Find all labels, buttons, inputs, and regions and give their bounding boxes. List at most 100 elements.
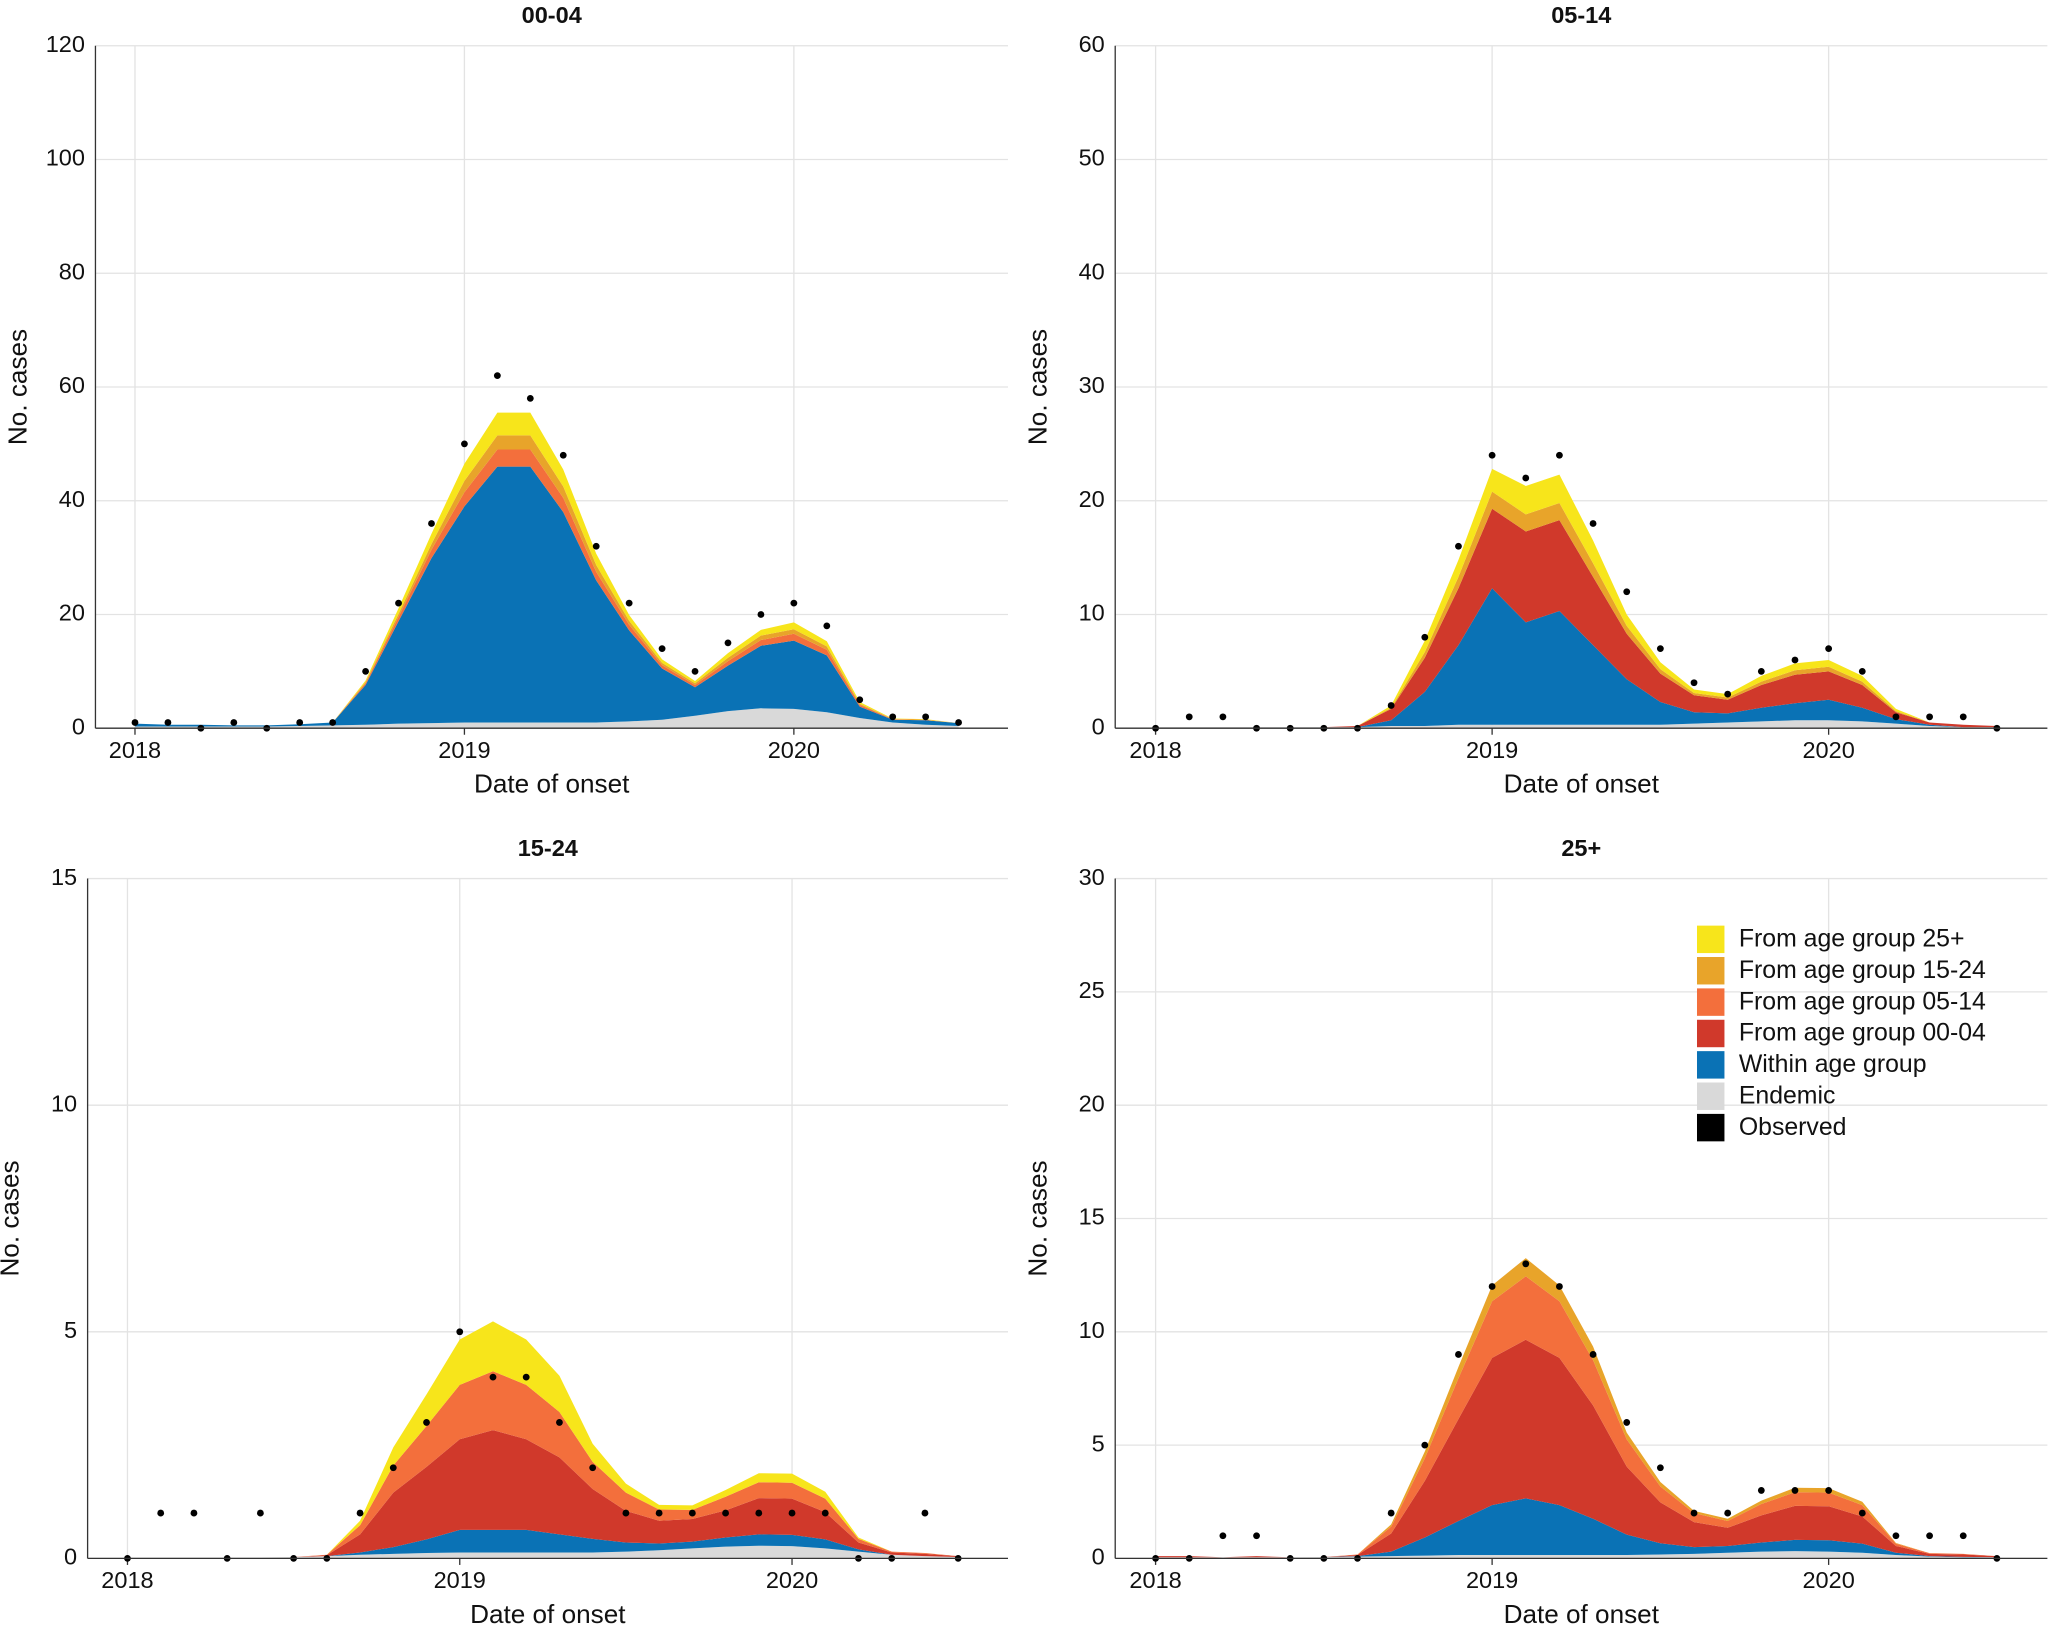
observed-point [1724, 690, 1732, 698]
observed-point [461, 440, 468, 448]
y-tick-label: 25 [1079, 977, 1105, 1003]
x-tick-label: 2019 [1466, 737, 1518, 763]
legend-swatch [1696, 1051, 1725, 1079]
observed-point [1522, 474, 1530, 482]
observed-point [362, 667, 369, 675]
x-tick-label: 2019 [1466, 1567, 1518, 1593]
x-tick-label: 2020 [1802, 737, 1854, 763]
observed-point [1623, 1419, 1631, 1426]
legend-swatch [1696, 1082, 1725, 1110]
legend-label: From age group 15-24 [1739, 957, 1986, 984]
observed-point [559, 451, 567, 459]
y-axis-label: No. cases [0, 1160, 25, 1276]
observed-point [329, 719, 337, 726]
observed-point [790, 599, 798, 607]
observed-point [296, 719, 304, 726]
observed-point [164, 719, 172, 726]
x-tick-label: 2018 [109, 737, 161, 763]
observed-point [1858, 1509, 1866, 1517]
observed-point [1387, 702, 1395, 709]
x-axis-label: Date of onset [1504, 769, 1660, 799]
observed-point [1556, 1283, 1563, 1290]
observed-point [157, 1509, 165, 1517]
observed-point [823, 622, 831, 630]
y-tick-label: 10 [1079, 1317, 1105, 1343]
stacked-area [127, 1430, 959, 1558]
observed-point [821, 1509, 829, 1517]
y-tick-label: 50 [1079, 145, 1105, 171]
observed-point [922, 713, 930, 721]
y-axis-label: No. cases [1022, 1160, 1052, 1276]
observed-point [757, 611, 765, 618]
observed-point [1219, 713, 1227, 721]
observed-point [493, 372, 501, 380]
observed-point [1926, 713, 1933, 721]
observed-point [1387, 1509, 1395, 1517]
x-axis-label: Date of onset [474, 769, 630, 799]
stacked-area [1155, 1551, 1997, 1559]
x-tick-label: 2019 [434, 1567, 486, 1593]
legend-swatch [1696, 925, 1725, 954]
panel-title: 25+ [1561, 835, 1601, 861]
legend-swatch [1696, 988, 1725, 1016]
x-tick-label: 2019 [438, 737, 490, 763]
y-tick-label: 15 [51, 864, 77, 890]
observed-point [1926, 1532, 1933, 1540]
stacked-area [1155, 491, 1997, 728]
observed-point [889, 713, 897, 721]
observed-point [1757, 667, 1765, 675]
observed-point [456, 1328, 464, 1336]
x-tick-label: 2020 [1802, 1567, 1854, 1593]
observed-point [1421, 1441, 1429, 1449]
x-tick-label: 2018 [101, 1567, 153, 1593]
stacked-area [134, 708, 959, 729]
observed-point [724, 639, 732, 647]
observed-point [755, 1509, 763, 1517]
stacked-area [1155, 1498, 1997, 1558]
legend-label: Within age group [1739, 1051, 1927, 1078]
y-tick-label: 40 [59, 486, 85, 512]
y-tick-label: 20 [1079, 1090, 1105, 1116]
y-tick-label: 120 [46, 31, 85, 57]
observed-point [1488, 451, 1496, 459]
panel: 0 5 10 15 2018 2019 2020 15-24 Date of onset No. … [0, 835, 1009, 1629]
stacked-area [127, 1529, 959, 1558]
observed-point [1589, 520, 1597, 527]
observed-point [1892, 713, 1900, 721]
panel-title: 00-04 [522, 2, 582, 28]
x-tick-label: 2020 [766, 1567, 818, 1593]
y-tick-label: 5 [64, 1317, 77, 1343]
observed-point [1589, 1351, 1597, 1358]
legend-label: From age group 00-04 [1739, 1020, 1986, 1047]
observed-point [1219, 1532, 1227, 1540]
legend-label: From age group 05-14 [1739, 988, 1986, 1015]
observed-point [1791, 1487, 1799, 1494]
stacked-area [127, 1545, 959, 1559]
x-tick-label: 2020 [768, 737, 820, 763]
observed-point [395, 599, 402, 607]
observed-point [389, 1464, 397, 1472]
observed-point [1959, 1532, 1967, 1540]
observed-point [1656, 645, 1664, 652]
y-tick-label: 5 [1092, 1430, 1105, 1456]
observed-point [526, 394, 534, 402]
observed-point [1825, 1487, 1833, 1494]
stacked-area [1155, 468, 1997, 728]
panel: 0 5 10 15 20 25 30 2018 2019 2020 25+ Date of onset… [1022, 835, 2048, 1629]
observed-point [1825, 645, 1833, 652]
y-tick-label: 30 [1079, 372, 1105, 398]
x-axis-label: Date of onset [470, 1599, 626, 1629]
observed-point [1623, 588, 1631, 596]
y-tick-label: 0 [72, 713, 85, 739]
y-tick-label: 60 [59, 372, 85, 398]
observed-point [589, 1464, 597, 1472]
stacked-area [127, 1321, 959, 1558]
observed-point [1185, 713, 1193, 721]
panel: 0 20 40 60 80 100 120 2018 2019 2020 00-04 Date of … [3, 2, 1009, 799]
observed-point [1724, 1509, 1732, 1517]
observed-point [256, 1509, 264, 1517]
observed-point [1892, 1532, 1900, 1540]
legend-swatch [1696, 1019, 1725, 1048]
observed-point [230, 719, 238, 726]
legend-label: Observed [1739, 1114, 1847, 1141]
